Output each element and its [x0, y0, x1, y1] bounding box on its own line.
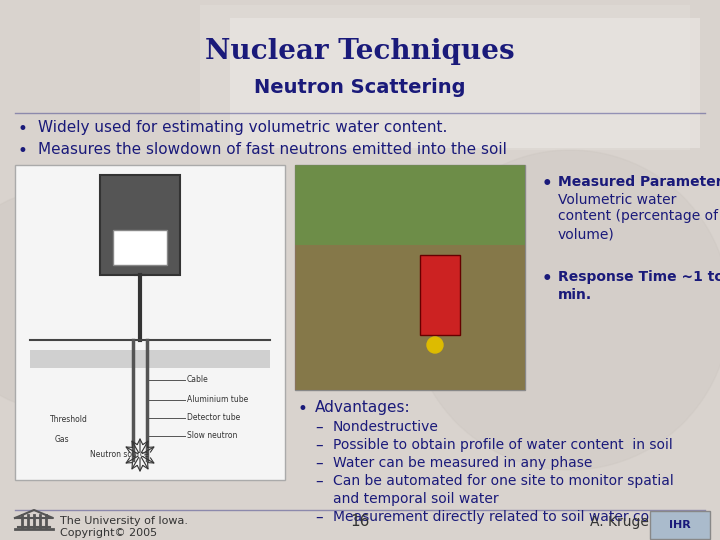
Text: Widely used for estimating volumetric water content.: Widely used for estimating volumetric wa… — [38, 120, 447, 135]
Text: •: • — [298, 400, 308, 418]
Text: Nuclear Techniques: Nuclear Techniques — [205, 38, 515, 65]
Text: Measurement directly related to soil water content: Measurement directly related to soil wat… — [333, 510, 686, 524]
Text: Aluminium tube: Aluminium tube — [187, 395, 248, 404]
Text: content (percentage of: content (percentage of — [558, 209, 718, 223]
Bar — [295, 165, 525, 245]
Bar — [295, 245, 525, 390]
Text: –: – — [315, 438, 323, 453]
Bar — [113, 230, 167, 265]
Bar — [650, 511, 710, 539]
Text: Can be automated for one site to monitor spatial: Can be automated for one site to monitor… — [333, 474, 674, 488]
Text: volume): volume) — [558, 227, 615, 241]
Text: Neutron Scattering: Neutron Scattering — [254, 78, 466, 97]
Text: Nondestructive: Nondestructive — [333, 420, 439, 434]
Circle shape — [410, 150, 720, 470]
Circle shape — [0, 190, 165, 410]
Text: and temporal soil water: and temporal soil water — [333, 492, 499, 506]
Text: Cable: Cable — [187, 375, 209, 384]
Text: •: • — [18, 120, 28, 138]
Text: Response Time ~1 to 2: Response Time ~1 to 2 — [558, 270, 720, 284]
Text: min.: min. — [558, 288, 592, 302]
Bar — [30, 350, 270, 368]
Text: •: • — [18, 142, 28, 160]
Text: Measured Parameter:: Measured Parameter: — [558, 175, 720, 189]
Text: IHR: IHR — [669, 520, 691, 530]
Text: Threshold: Threshold — [50, 415, 88, 424]
Text: –: – — [315, 510, 323, 525]
Text: –: – — [315, 420, 323, 435]
Text: The University of Iowa.: The University of Iowa. — [60, 516, 188, 526]
Text: A. Kruger: A. Kruger — [590, 515, 654, 529]
Text: •: • — [542, 175, 553, 193]
Text: –: – — [315, 474, 323, 489]
Text: Volumetric water: Volumetric water — [558, 193, 676, 207]
Bar — [200, 5, 690, 150]
Bar — [100, 175, 180, 275]
Text: Copyright© 2005: Copyright© 2005 — [60, 528, 157, 538]
Bar — [15, 165, 285, 480]
Text: –: – — [315, 456, 323, 471]
Bar — [420, 255, 460, 335]
Circle shape — [427, 337, 443, 353]
Text: 16: 16 — [351, 515, 369, 530]
Bar — [230, 18, 700, 148]
Text: •: • — [542, 270, 553, 288]
Text: Advantages:: Advantages: — [315, 400, 410, 415]
Text: Possible to obtain profile of water content  in soil: Possible to obtain profile of water cont… — [333, 438, 672, 452]
Text: Gas: Gas — [55, 435, 70, 444]
Text: Slow neutron: Slow neutron — [187, 431, 238, 441]
Text: Measures the slowdown of fast neutrons emitted into the soil: Measures the slowdown of fast neutrons e… — [38, 142, 507, 157]
Text: Neutron source: Neutron source — [90, 450, 149, 459]
Bar — [295, 165, 525, 390]
Text: Water can be measured in any phase: Water can be measured in any phase — [333, 456, 593, 470]
Text: Detector tube: Detector tube — [187, 414, 240, 422]
